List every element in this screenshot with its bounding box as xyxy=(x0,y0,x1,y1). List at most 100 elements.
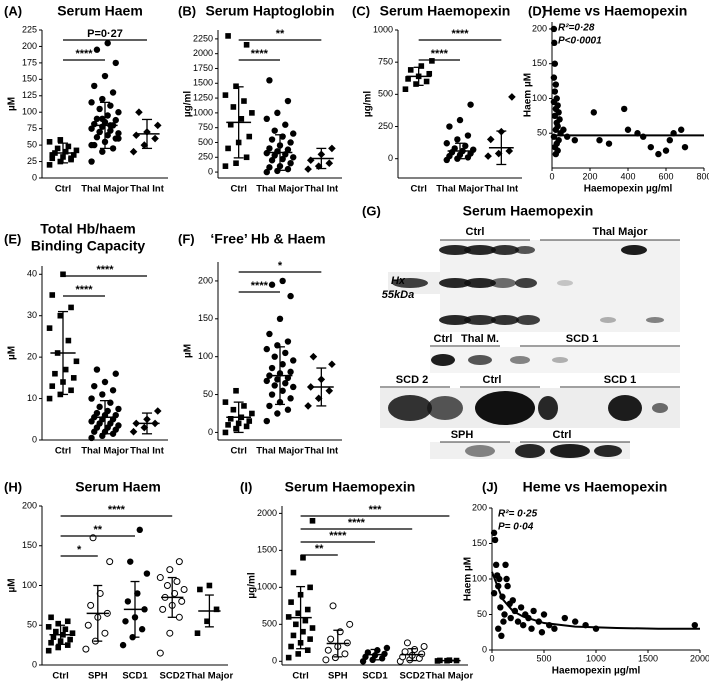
x-tick-label: SPH xyxy=(328,671,348,682)
blot-band xyxy=(439,315,471,325)
x-tick-label: Thal Major xyxy=(436,184,484,195)
point xyxy=(49,383,56,389)
point xyxy=(99,148,106,155)
point xyxy=(552,150,559,158)
point xyxy=(300,628,306,635)
y-axis-label: µg/ml xyxy=(247,572,258,599)
point xyxy=(96,105,103,113)
point xyxy=(309,352,318,361)
y-tick-label: 100 xyxy=(198,351,213,361)
point xyxy=(70,152,77,158)
blot-band xyxy=(621,245,647,255)
x-tick-label: Thal Major xyxy=(81,446,129,457)
point xyxy=(467,101,474,108)
annotation: P= 0·04 xyxy=(498,522,534,533)
y-tick-label: 200 xyxy=(532,23,547,33)
y-tick-label: 75 xyxy=(27,123,37,133)
blot-label: Thal Major xyxy=(592,226,648,238)
y-tick-label: 0 xyxy=(272,656,277,666)
point xyxy=(101,72,109,80)
y-tick-label: 250 xyxy=(198,152,213,162)
blot-label: Ctrl xyxy=(553,429,572,441)
point xyxy=(178,597,186,605)
point xyxy=(413,81,419,87)
y-tick-label: 125 xyxy=(22,90,37,100)
point xyxy=(490,590,498,597)
point xyxy=(401,648,409,656)
point xyxy=(502,561,509,568)
point xyxy=(284,165,292,173)
x-tick-label: Thal Int xyxy=(130,184,165,195)
point xyxy=(230,104,237,110)
y-tick-label: 200 xyxy=(472,502,487,512)
point xyxy=(115,135,122,142)
point xyxy=(49,152,56,158)
blot-band xyxy=(515,246,535,254)
point xyxy=(446,123,453,130)
chart-title: ‘Free’ Hb & Haem xyxy=(210,231,325,247)
point xyxy=(266,145,273,152)
x-tick-label: Thal Major xyxy=(186,671,234,682)
y-tick-label: 200 xyxy=(22,500,37,510)
y-tick-label: 1750 xyxy=(193,63,213,73)
point xyxy=(134,590,141,597)
point xyxy=(115,109,122,116)
point xyxy=(62,626,69,633)
point xyxy=(101,378,109,386)
point xyxy=(328,144,336,153)
point xyxy=(268,364,276,372)
point xyxy=(284,146,292,153)
point xyxy=(624,126,632,133)
blot-label: Ctrl xyxy=(483,374,502,386)
point xyxy=(443,140,450,147)
blot-band xyxy=(552,357,568,363)
point xyxy=(284,406,292,413)
point xyxy=(306,156,315,165)
blot-band xyxy=(510,356,530,364)
point xyxy=(550,25,558,33)
point xyxy=(101,629,109,637)
y-tick-label: 0 xyxy=(388,153,393,163)
x-tick-label: SCD2 xyxy=(160,671,185,682)
point xyxy=(279,361,286,368)
panel-letter: (E) xyxy=(4,231,21,246)
point xyxy=(530,607,537,615)
point xyxy=(279,387,286,394)
point xyxy=(517,604,525,611)
point xyxy=(605,140,613,147)
point xyxy=(127,558,134,565)
point xyxy=(49,155,56,162)
point xyxy=(243,42,250,48)
chart-title: Serum Haemopexin xyxy=(380,3,511,19)
point xyxy=(504,582,511,590)
blot-band xyxy=(608,395,642,421)
y-axis-label: µM xyxy=(7,578,18,592)
point xyxy=(540,611,548,618)
blot-band xyxy=(439,245,471,255)
x-tick-label: Ctrl xyxy=(55,184,71,195)
point xyxy=(268,391,276,398)
point xyxy=(454,136,461,143)
x-tick-label: Ctrl xyxy=(292,671,308,682)
panel-letter: (J) xyxy=(482,479,498,494)
point xyxy=(572,618,579,625)
point xyxy=(151,134,159,143)
significance-label: **** xyxy=(431,48,449,60)
point xyxy=(327,635,335,643)
point xyxy=(88,141,95,149)
point xyxy=(271,127,278,134)
point xyxy=(304,402,312,410)
blot-band xyxy=(490,278,516,288)
point xyxy=(52,370,58,377)
blot-band xyxy=(475,391,535,425)
point xyxy=(243,423,250,430)
point xyxy=(230,406,237,413)
y-tick-label: 50 xyxy=(27,139,37,149)
x-tick-label: 600 xyxy=(658,171,673,181)
y-tick-label: 1000 xyxy=(193,107,213,117)
y-tick-label: 500 xyxy=(378,89,393,99)
point xyxy=(107,102,114,109)
point xyxy=(309,517,316,524)
point xyxy=(621,105,628,113)
